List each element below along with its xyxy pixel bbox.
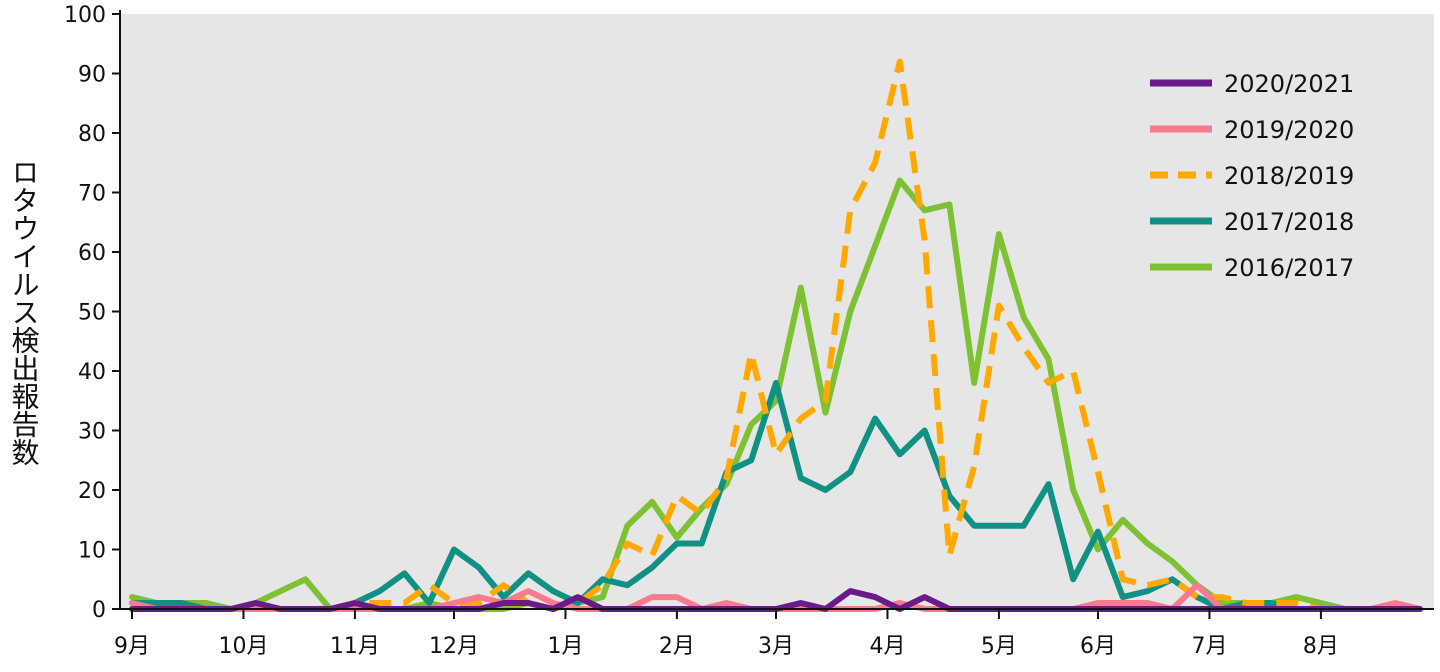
legend-label: 2017/2018 xyxy=(1224,208,1354,236)
legend-label: 2020/2021 xyxy=(1224,70,1354,98)
x-tick-label: 8月 xyxy=(1303,634,1339,659)
y-tick-label: 30 xyxy=(78,420,106,445)
legend-label: 2018/2019 xyxy=(1224,162,1354,190)
y-tick-label: 90 xyxy=(78,63,106,88)
x-tick-label: 10月 xyxy=(218,634,268,659)
y-tick-label: 100 xyxy=(64,3,106,28)
plot-area xyxy=(120,14,1434,609)
x-tick-label: 11月 xyxy=(330,634,380,659)
y-tick-label: 40 xyxy=(78,360,106,385)
legend-label: 2019/2020 xyxy=(1224,116,1354,144)
y-axis-label: ロタウイルス検出報告数 xyxy=(8,158,41,466)
x-tick-label: 6月 xyxy=(1080,634,1116,659)
x-tick-label: 9月 xyxy=(114,634,150,659)
x-tick-label: 3月 xyxy=(758,634,794,659)
y-tick-label: 10 xyxy=(78,539,106,564)
x-tick-label: 2月 xyxy=(659,634,695,659)
y-tick-label: 50 xyxy=(78,301,106,326)
x-tick-label: 4月 xyxy=(869,634,905,659)
x-tick-label: 7月 xyxy=(1191,634,1227,659)
y-tick-label: 70 xyxy=(78,182,106,207)
y-tick-label: 20 xyxy=(78,479,106,504)
y-tick-label: 0 xyxy=(92,598,106,623)
x-tick-label: 5月 xyxy=(981,634,1017,659)
axes-layer: 0 10 20 30 40 50 60 70 80 90 100 9月 10月 11月 12月 1月 2月 3月 4… xyxy=(64,3,1434,659)
x-tick-label: 1月 xyxy=(547,634,583,659)
y-tick-label: 60 xyxy=(78,241,106,266)
x-tick-label: 12月 xyxy=(429,634,479,659)
legend-label: 2016/2017 xyxy=(1224,254,1354,282)
y-tick-label: 80 xyxy=(78,122,106,147)
legend: 2020/2021 2019/2020 2018/2019 2017/2018 2016… xyxy=(1150,70,1354,282)
